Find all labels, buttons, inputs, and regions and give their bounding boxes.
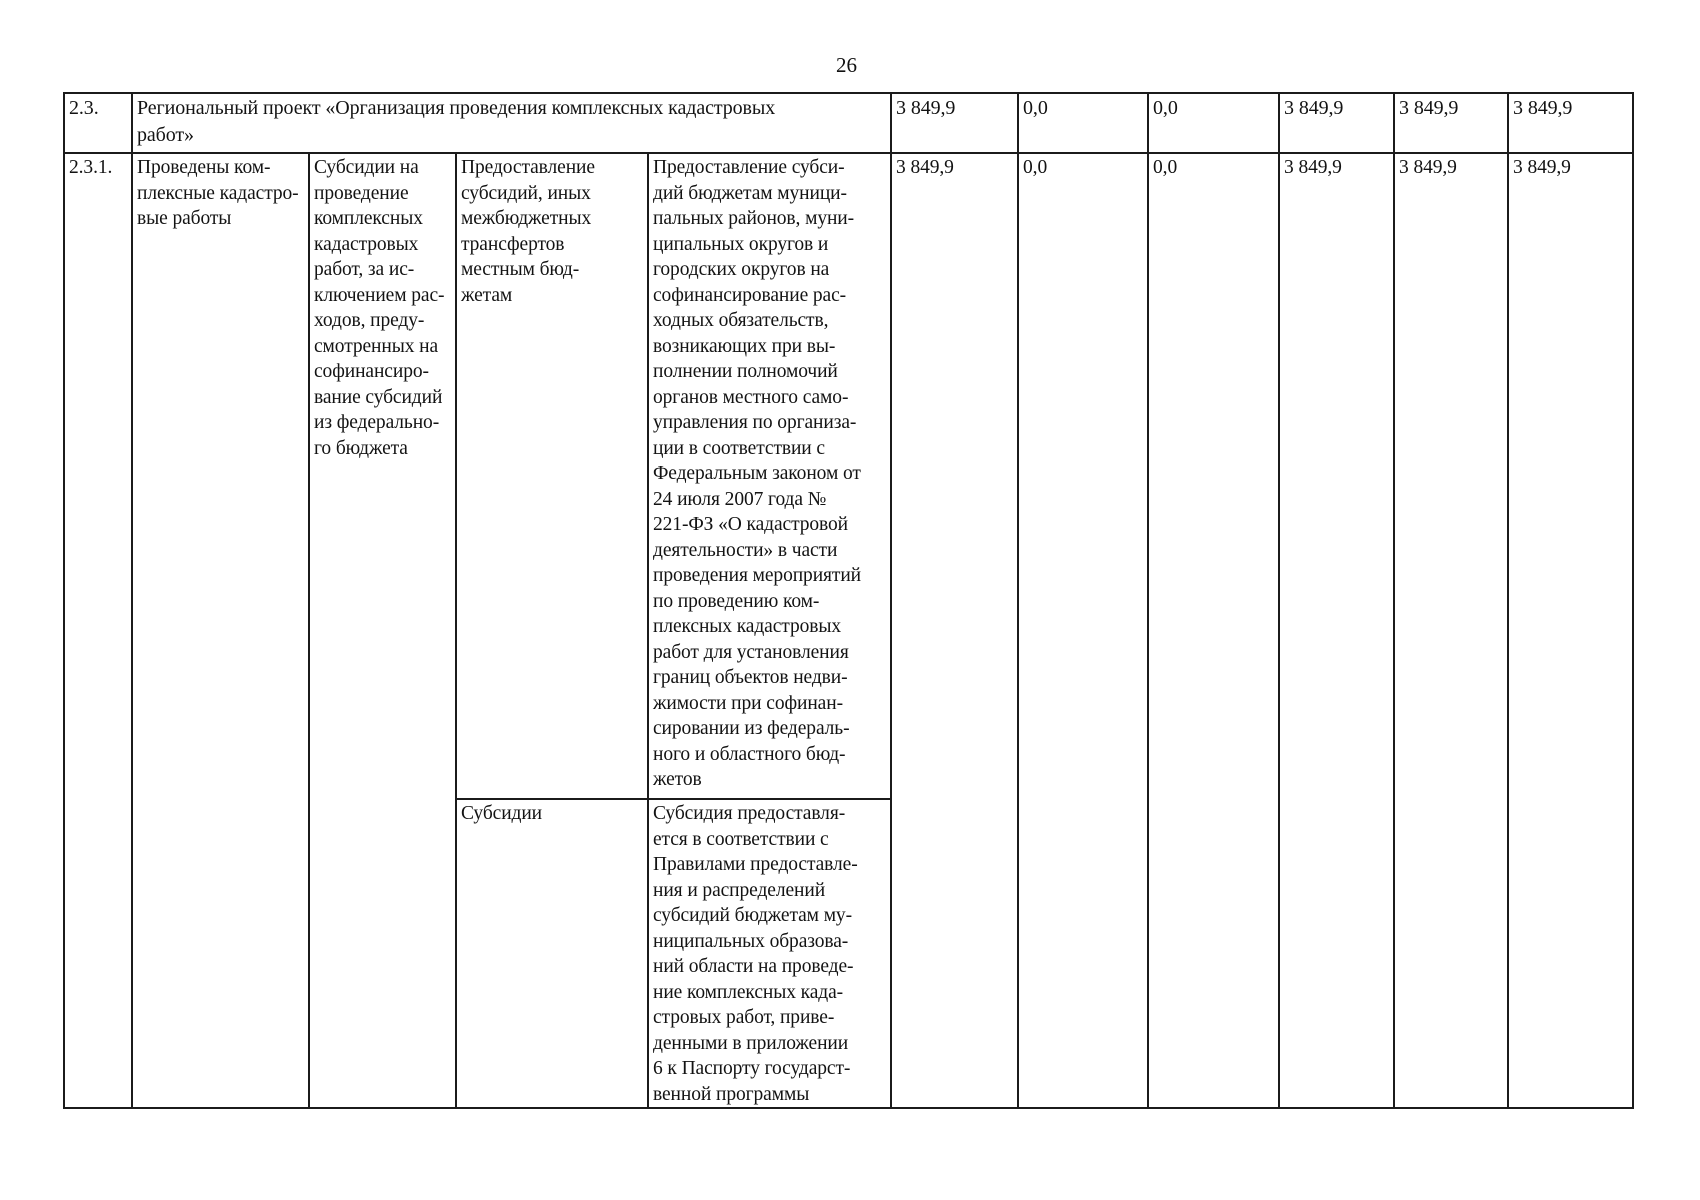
value-cell: 3 849,9: [1507, 152, 1635, 1109]
value-cell: 3 849,9: [1278, 92, 1396, 154]
description-cell: Предоставление субси- дий бюджетам муниц…: [646, 152, 893, 800]
description-cell: Субсидия предоставля- ется в соответстви…: [646, 798, 893, 1109]
value-cell: 0,0: [1147, 152, 1281, 1109]
budget-program-table: 2.3. Региональный проект «Организация пр…: [63, 92, 1635, 1109]
table-row-2-3-1-lower: Субсидии Субсидия предоставля- ется в со…: [64, 798, 1633, 1109]
value-cell: 0,0: [1147, 92, 1281, 154]
value-cell: 0,0: [1017, 92, 1150, 154]
value-cell: 3 849,9: [1393, 92, 1510, 154]
row-index-cell: 2.3.: [63, 92, 133, 154]
table-row-2-3: 2.3. Региональный проект «Организация пр…: [63, 92, 1635, 154]
value-cell: 3 849,9: [1278, 152, 1396, 1109]
measure-cell: Субсидии на проведение комплексных кадас…: [308, 152, 457, 1109]
project-title-cell: Региональный проект «Организация проведе…: [130, 92, 893, 154]
value-cell: 3 849,9: [890, 92, 1020, 154]
expense-type-cell: Предоставление субсидий, иных межбюджетн…: [455, 152, 649, 800]
row-index-cell: 2.3.1.: [63, 152, 133, 1109]
value-cell: 3 849,9: [890, 152, 1020, 1109]
expense-type-cell: Субсидии: [455, 798, 649, 1109]
value-cell: 0,0: [1017, 152, 1150, 1109]
table-row-2-3-1-upper: 2.3.1. Проведены ком- плексные кадастро-…: [63, 152, 1635, 1109]
result-cell: Проведены ком- плексные кадастро- вые ра…: [131, 152, 310, 1109]
value-cell: 3 849,9: [1507, 92, 1635, 154]
value-cell: 3 849,9: [1393, 152, 1510, 1109]
page-number: 26: [836, 53, 857, 77]
